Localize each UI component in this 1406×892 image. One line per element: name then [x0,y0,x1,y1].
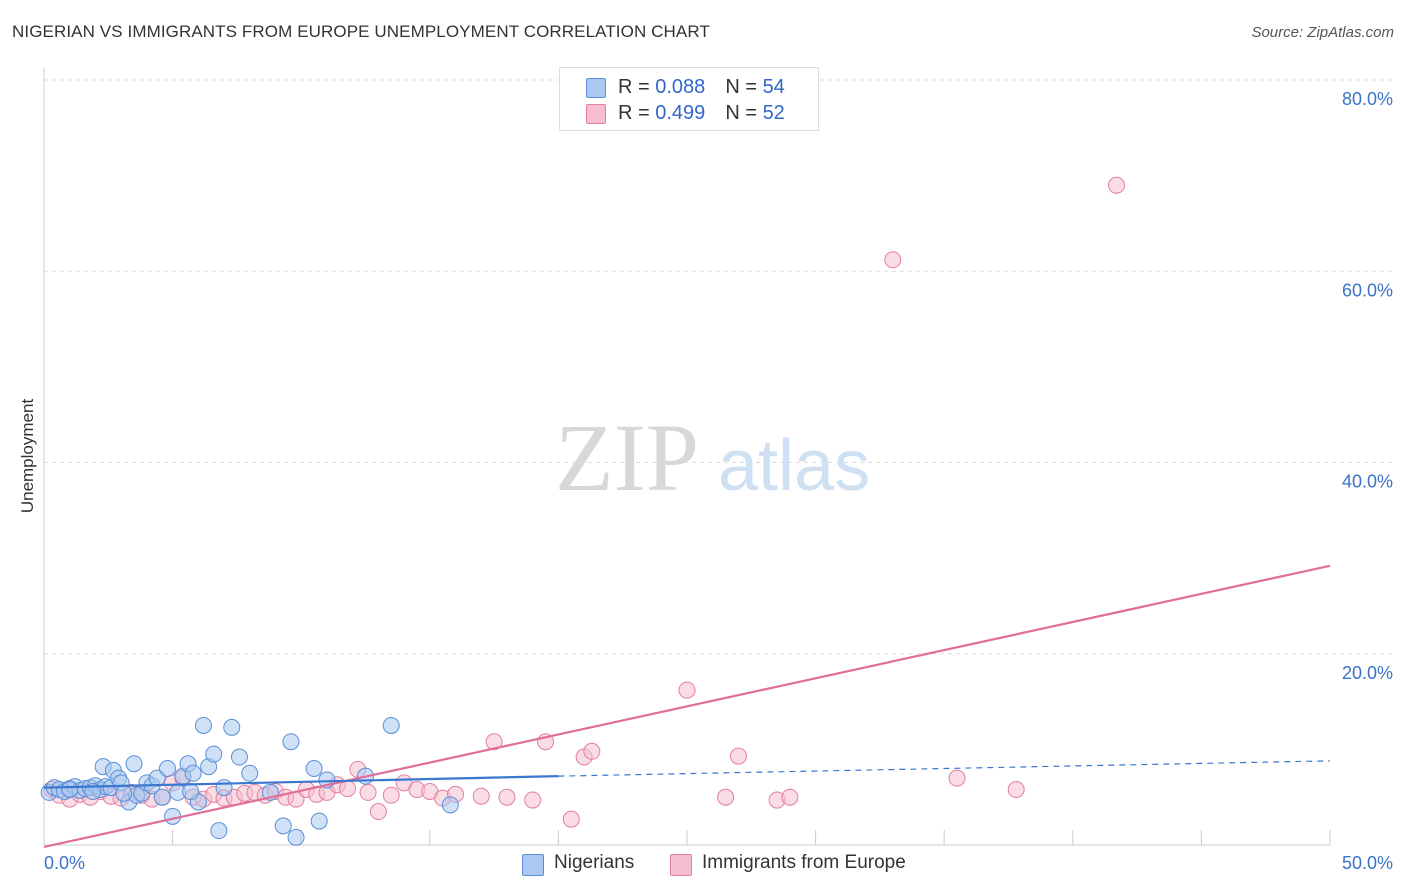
data-point-immigrants [1007,781,1025,799]
r-value: 0.499 [655,102,706,124]
n-label: N = [725,76,763,98]
y-tick-label: 20.0% [1342,663,1393,683]
data-point-immigrants [729,747,747,765]
y-tick-label: 60.0% [1342,280,1393,300]
data-point-nigerians [158,760,176,777]
data-point-immigrants [382,786,400,804]
data-point-immigrants [485,733,503,751]
data-point-immigrants [583,742,601,760]
data-point-immigrants [338,780,356,798]
trend-line-nigerians [43,775,559,789]
tick-labels: 20.0% 40.0% 60.0% 80.0% 0.0% 50.0% [44,89,1393,873]
n-label: N = [725,102,763,124]
data-point-immigrants [1108,176,1126,194]
data-point-nigerians [125,755,143,773]
trend-line-immigrants [43,564,1331,848]
data-point-nigerians [210,822,228,840]
legend-swatch-pink [586,104,606,124]
data-point-immigrants [948,769,966,787]
legend-swatch-blue [586,78,606,98]
data-point-nigerians [305,760,323,777]
data-point-nigerians [115,784,133,802]
r-value: 0.088 [655,76,706,98]
axes [43,68,1331,846]
data-point-nigerians [215,779,233,797]
legend-swatch-pink [670,854,692,876]
y-tick-label: 80.0% [1342,89,1393,109]
y-axis-label: Unemployment [18,398,37,514]
r-label: R = [618,76,656,98]
data-point-immigrants [678,681,696,699]
data-point-nigerians [441,796,459,814]
chart-title: NIGERIAN VS IMMIGRANTS FROM EUROPE UNEMP… [12,22,710,41]
data-point-immigrants [498,788,516,806]
data-point-nigerians [287,828,305,846]
data-point-nigerians [274,817,292,835]
data-point-nigerians [153,788,171,806]
data-point-immigrants [369,803,387,821]
watermark: ZIP atlas [555,404,870,511]
n-value: 52 [762,102,785,124]
data-point-nigerians [164,807,182,825]
data-point-immigrants [524,791,542,809]
data-point-nigerians [310,812,328,830]
n-value: 54 [762,76,785,98]
data-point-nigerians [205,745,223,763]
data-point-immigrants [472,787,490,805]
data-point-nigerians [194,716,212,734]
grid-lines [44,79,1395,655]
data-point-nigerians [382,716,400,734]
trend-line-nigerians-extended [558,760,1331,777]
data-point-nigerians [182,782,200,800]
data-point-nigerians [282,733,300,751]
data-point-nigerians [184,764,202,782]
data-point-immigrants [359,783,377,801]
source-label: Source: ZipAtlas.com [1251,24,1394,41]
x-tick-label: 50.0% [1342,853,1393,873]
y-tick-label: 40.0% [1342,472,1393,492]
watermark-atlas: atlas [718,426,870,506]
legend-label-nigerians: Nigerians [554,852,635,873]
legend-label-immigrants-from-europe: Immigrants from Europe [702,852,906,873]
data-point-immigrants [717,788,735,806]
legend-swatch-blue [522,854,544,876]
correlation-legend: R = 0.088 N = 54 R = 0.499 N = 52 [559,67,819,131]
data-point-nigerians [223,718,241,736]
r-label: R = [618,102,656,124]
data-point-nigerians [61,781,79,799]
data-point-immigrants [781,788,799,806]
trend-lines [43,564,1331,848]
data-point-immigrants [884,251,902,269]
data-point-nigerians [230,748,248,766]
data-point-nigerians [241,764,259,782]
x-tick-label: 0.0% [44,853,85,873]
watermark-zip: ZIP [555,404,699,511]
data-point-immigrants [562,810,580,828]
